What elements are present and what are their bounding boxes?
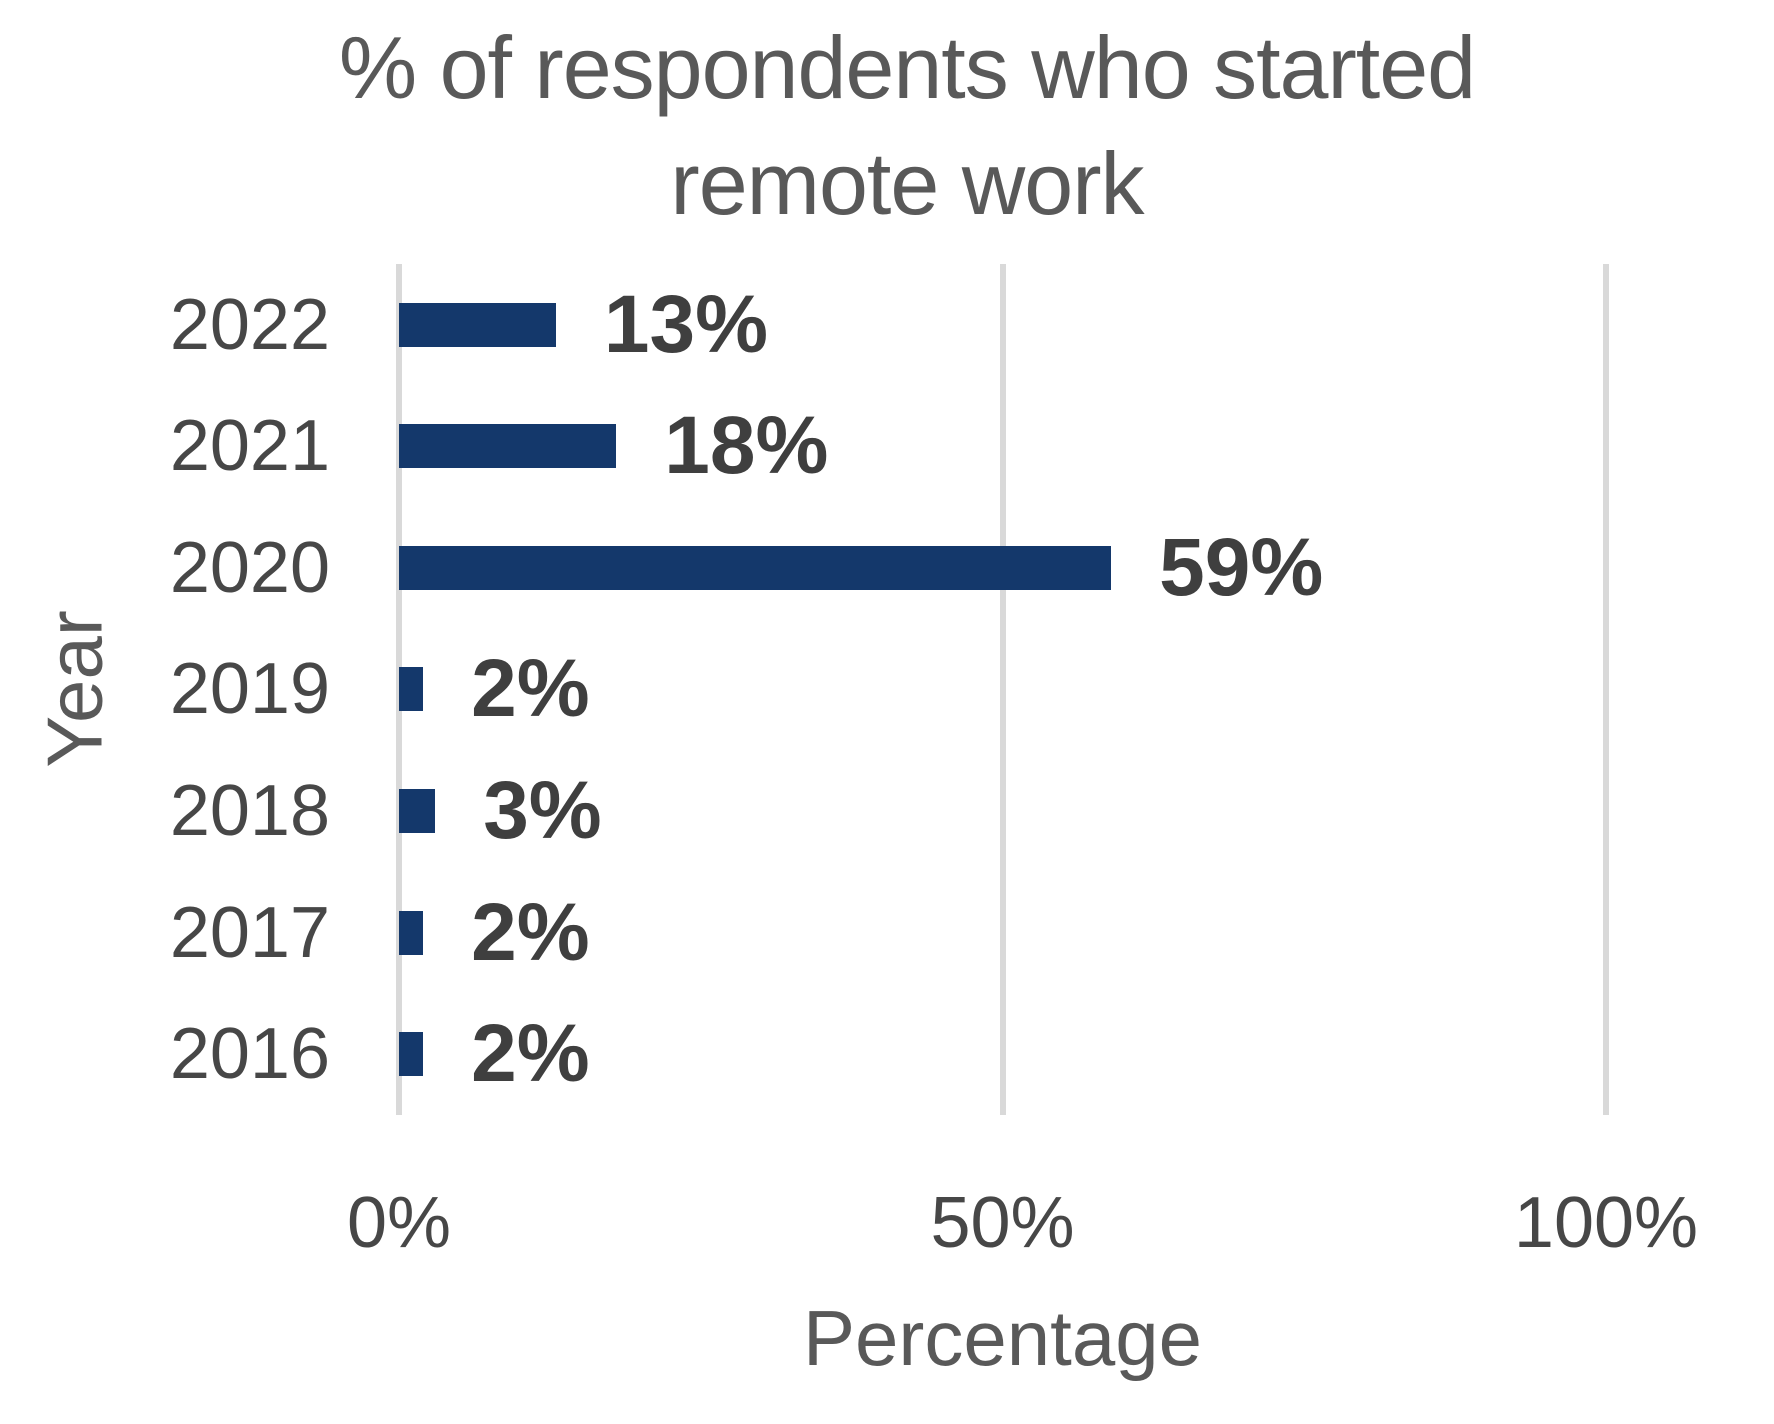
plot-area: 2022 13% 2021 18% 2020 59% 2019 2% 2018 3% 2017 2% 2… (170, 264, 1609, 1115)
bar (399, 302, 556, 347)
bar-row: 2016 2% (170, 993, 1606, 1115)
x-tick-label: 50% (930, 1183, 1075, 1263)
x-tick-label: 0% (346, 1183, 452, 1263)
y-tick-label: 2018 (169, 771, 330, 852)
x-tick-label: 100% (1513, 1183, 1699, 1263)
y-tick-label: 2022 (169, 284, 330, 365)
bar (399, 1032, 424, 1077)
data-label: 3% (483, 765, 602, 857)
bar-row: 2022 13% (170, 264, 1606, 386)
bar (399, 424, 617, 469)
bar-row: 2017 2% (170, 872, 1606, 994)
gridline (999, 264, 1006, 1115)
y-axis-title: Year (30, 610, 119, 768)
y-tick-label: 2019 (169, 649, 330, 730)
data-label: 2% (471, 886, 590, 978)
x-axis-ticks: 0% 50% 100% (347, 1182, 1698, 1263)
y-tick-label: 2020 (169, 527, 330, 608)
bar (399, 910, 424, 955)
bar (399, 789, 436, 834)
data-label: 18% (664, 400, 829, 492)
bar-row: 2020 59% (170, 507, 1606, 629)
y-tick-label: 2021 (169, 406, 330, 487)
x-axis-title: Percentage (803, 1294, 1202, 1382)
chart-title: % of respondents who started remote work (338, 18, 1476, 234)
data-label: 2% (471, 643, 590, 735)
bar-row: 2019 2% (170, 629, 1606, 751)
y-tick-label: 2016 (169, 1014, 330, 1095)
data-label: 2% (471, 1008, 590, 1100)
gridline (1603, 264, 1609, 1115)
y-tick-label: 2017 (169, 892, 330, 973)
data-label: 59% (1159, 521, 1324, 613)
bar (399, 545, 1112, 590)
bar (399, 667, 424, 712)
data-label: 13% (603, 278, 769, 370)
bar-row: 2018 3% (170, 750, 1606, 872)
bar-row: 2021 18% (170, 386, 1606, 508)
